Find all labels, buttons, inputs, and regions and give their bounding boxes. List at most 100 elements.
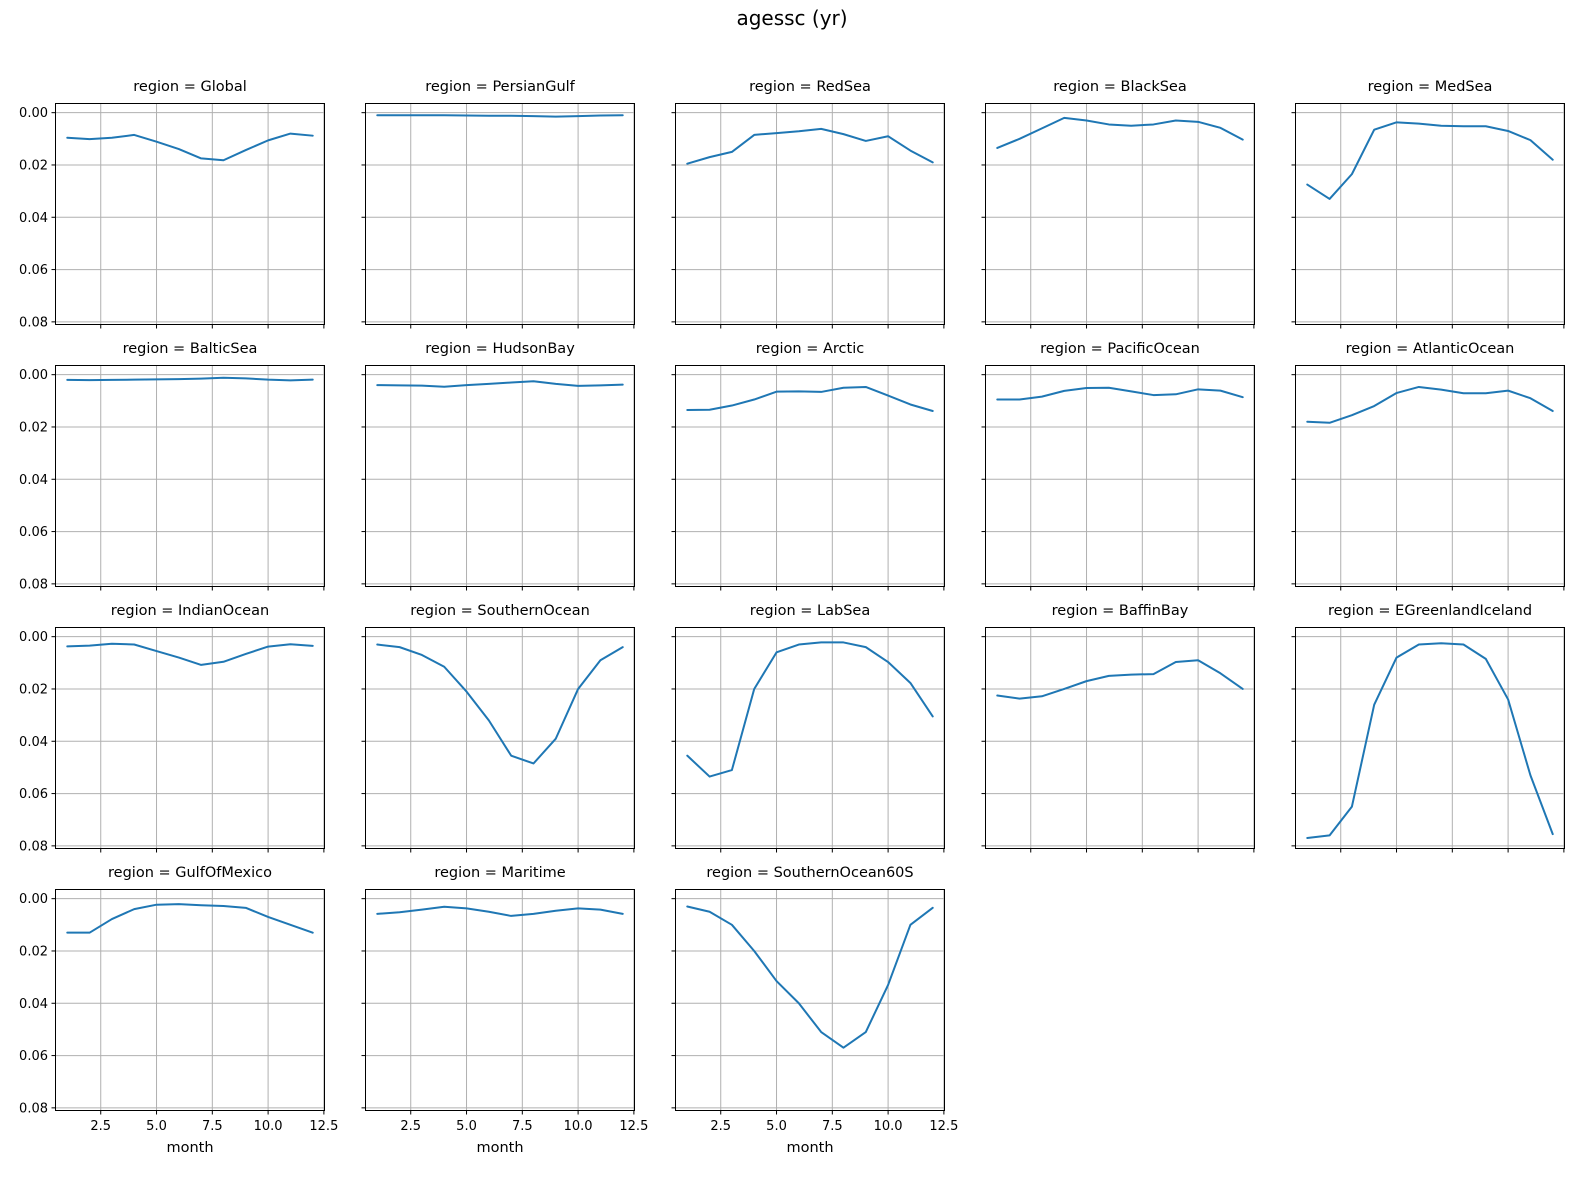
facet-chart-MedSea — [1291, 103, 1565, 329]
facet-chart-Arctic — [671, 365, 945, 591]
facet-title-BalticSea: region = BalticSea — [122, 341, 258, 357]
facet-title-PersianGulf: region = PersianGulf — [425, 79, 575, 95]
facet-GulfOfMexico: region = GulfOfMexico 0.00 0.02 0.04 0.06 0.0… — [19, 861, 338, 1156]
y-tick-label: 0.02 — [19, 944, 48, 959]
y-tick-label: 0.06 — [19, 1049, 48, 1064]
facet-BlackSea: region = BlackSea — [981, 75, 1255, 329]
x-tick-label: 2.5 — [400, 1119, 421, 1134]
facet-chart-BlackSea — [981, 103, 1255, 329]
plot-border — [985, 627, 1255, 849]
facet-SouthernOcean60S: region = SouthernOcean60S 2.5 5.0 7.5 10.0 12… — [671, 861, 958, 1156]
plot-border — [55, 103, 325, 325]
facet-title-LabSea: region = LabSea — [749, 603, 871, 619]
facet-title-Maritime: region = Maritime — [434, 865, 566, 881]
facet-title-BlackSea: region = BlackSea — [1053, 79, 1187, 95]
facet-chart-Global: 0.00 0.02 0.04 0.06 0.08 — [19, 103, 325, 330]
facet-title-MedSea: region = MedSea — [1367, 79, 1493, 95]
plot-border — [55, 627, 325, 849]
plot-border — [985, 365, 1255, 587]
facet-Global: region = Global 0.00 0.02 0.04 0.06 0.08 — [19, 75, 325, 330]
plot-border — [675, 365, 945, 587]
figure-title: agessc (yr) — [736, 6, 848, 30]
x-tick-label: 2.5 — [710, 1119, 731, 1134]
facet-Maritime: region = Maritime 2.5 5.0 7.5 10.0 12.5 month — [361, 861, 648, 1156]
plot-border — [675, 889, 945, 1111]
facet-title-BaffinBay: region = BaffinBay — [1051, 603, 1189, 619]
y-tick-label: 0.02 — [19, 682, 48, 697]
facet-BaffinBay: region = BaffinBay — [981, 599, 1255, 853]
x-tick-label: 5.0 — [456, 1119, 477, 1134]
facet-RedSea: region = RedSea — [671, 75, 945, 329]
x-tick-label: 10.0 — [254, 1119, 283, 1134]
y-tick-label: 0.02 — [19, 158, 48, 173]
y-tick-label: 0.00 — [19, 892, 48, 907]
y-tick-label: 0.08 — [19, 577, 48, 592]
plot-border — [55, 889, 325, 1111]
facet-chart-GulfOfMexico: 0.00 0.02 0.04 0.06 0.08 2.5 5.0 7.5 10.0 12.5 mon… — [19, 889, 338, 1156]
data-line-BlackSea — [996, 116, 1244, 149]
facet-grid: region = Global 0.00 0.02 0.04 0.06 0.08 regio… — [19, 75, 1565, 1156]
plot-border — [365, 103, 635, 325]
data-line-BaffinBay — [996, 659, 1244, 700]
x-tick-label: 5.0 — [766, 1119, 787, 1134]
facet-IndianOcean: region = IndianOcean 0.00 0.02 0.04 0.06 0.08 — [19, 599, 325, 854]
y-tick-label: 0.08 — [19, 839, 48, 854]
plot-border — [365, 365, 635, 587]
data-line-LabSea — [686, 641, 934, 778]
x-tick-label: 7.5 — [512, 1119, 533, 1134]
facet-EGreenlandIceland: region = EGreenlandIceland — [1291, 599, 1565, 853]
facet-title-RedSea: region = RedSea — [749, 79, 871, 95]
y-tick-label: 0.08 — [19, 315, 48, 330]
plot-border — [365, 627, 635, 849]
y-tick-label: 0.00 — [19, 630, 48, 645]
facet-LabSea: region = LabSea — [671, 599, 945, 853]
facet-AtlanticOcean: region = AtlanticOcean — [1291, 337, 1565, 591]
plot-border — [1295, 365, 1565, 587]
facet-Arctic: region = Arctic — [671, 337, 945, 591]
y-tick-label: 0.00 — [19, 368, 48, 383]
y-tick-label: 0.04 — [19, 997, 48, 1012]
facet-title-AtlanticOcean: region = AtlanticOcean — [1345, 341, 1515, 357]
facet-chart-BalticSea: 0.00 0.02 0.04 0.06 0.08 — [19, 365, 325, 592]
y-tick-label: 0.04 — [19, 211, 48, 226]
plot-border — [675, 103, 945, 325]
facet-chart-EGreenlandIceland — [1291, 627, 1565, 853]
facet-title-SouthernOcean: region = SouthernOcean — [410, 603, 590, 619]
facet-BalticSea: region = BalticSea 0.00 0.02 0.04 0.06 0.08 — [19, 337, 325, 592]
facet-chart-SouthernOcean — [361, 627, 635, 853]
facet-MedSea: region = MedSea — [1291, 75, 1565, 329]
x-tick-label: 2.5 — [90, 1119, 111, 1134]
x-tick-label: 7.5 — [202, 1119, 223, 1134]
facet-chart-IndianOcean: 0.00 0.02 0.04 0.06 0.08 — [19, 627, 325, 854]
plot-border — [675, 627, 945, 849]
facet-chart-PacificOcean — [981, 365, 1255, 591]
x-axis-label: month — [166, 1140, 213, 1156]
data-line-SouthernOcean — [376, 643, 624, 765]
data-line-Maritime — [376, 905, 624, 917]
data-line-BalticSea — [66, 376, 314, 382]
data-line-Global — [66, 132, 314, 162]
facet-title-GulfOfMexico: region = GulfOfMexico — [108, 865, 272, 881]
facet-title-Global: region = Global — [133, 79, 247, 95]
facet-chart-HudsonBay — [361, 365, 635, 591]
facet-chart-BaffinBay — [981, 627, 1255, 853]
plot-border — [1295, 103, 1565, 325]
facet-title-HudsonBay: region = HudsonBay — [425, 341, 575, 357]
facet-PacificOcean: region = PacificOcean — [981, 337, 1255, 591]
facet-chart-AtlanticOcean — [1291, 365, 1565, 591]
data-line-Arctic — [686, 385, 934, 413]
data-line-GulfOfMexico — [66, 903, 314, 934]
data-line-IndianOcean — [66, 642, 314, 666]
plot-border — [985, 103, 1255, 325]
facet-title-Arctic: region = Arctic — [755, 341, 865, 357]
y-tick-label: 0.06 — [19, 525, 48, 540]
data-line-SouthernOcean60S — [686, 905, 934, 1049]
facet-title-EGreenlandIceland: region = EGreenlandIceland — [1327, 603, 1533, 619]
y-tick-label: 0.02 — [19, 420, 48, 435]
data-line-MedSea — [1306, 121, 1554, 200]
x-tick-label: 12.5 — [309, 1119, 338, 1134]
x-axis-label: month — [476, 1140, 523, 1156]
x-tick-label: 5.0 — [146, 1119, 167, 1134]
data-line-RedSea — [686, 127, 934, 165]
